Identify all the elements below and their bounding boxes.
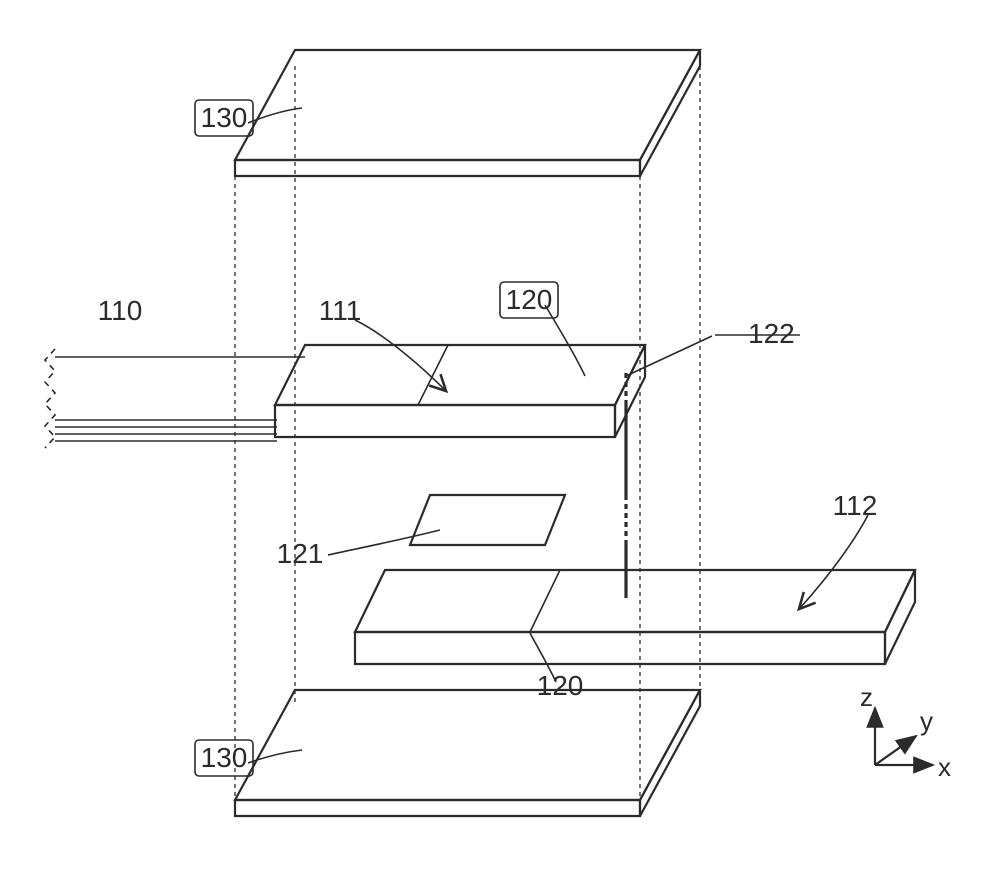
- ref-130b: 130: [201, 742, 248, 773]
- ref-110: 110: [98, 295, 143, 326]
- axis-y-label: y: [920, 706, 933, 736]
- ref-120b: 120: [537, 670, 584, 701]
- slab-111: [275, 345, 645, 437]
- ref-112: 112: [833, 490, 878, 521]
- patent-diagram: 130 130 110 111 112 120 122 121 120 z x …: [0, 0, 1000, 873]
- ref-121: 121: [277, 538, 324, 569]
- axis-triad: z x y: [860, 682, 951, 782]
- axis-z-label: z: [860, 682, 873, 712]
- ref-122: 122: [748, 318, 795, 349]
- ref-130a: 130: [201, 102, 248, 133]
- lead-110: [45, 349, 305, 448]
- alignment-guides: [235, 66, 700, 816]
- slab-112: [355, 570, 915, 664]
- ref-111: 111: [319, 295, 362, 326]
- plate-130-bottom: [235, 690, 700, 816]
- axis-x-label: x: [938, 752, 951, 782]
- ref-120a: 120: [506, 284, 553, 315]
- plate-121: [410, 495, 565, 545]
- plate-130-top: [235, 50, 700, 176]
